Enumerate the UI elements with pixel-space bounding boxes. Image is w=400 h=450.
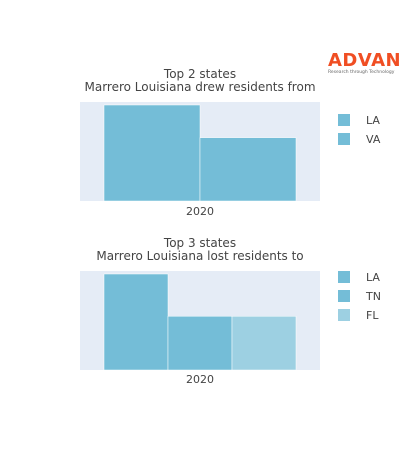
legend-label-tn: TN	[365, 290, 381, 303]
legend-label-va: VA	[366, 133, 381, 146]
legend-label-fl: FL	[366, 309, 379, 322]
x-tick-label: 2020	[186, 205, 214, 218]
legend-swatch-tn	[338, 290, 350, 302]
bar-tn	[167, 315, 233, 371]
chart-title-line: Top 3 states	[163, 236, 236, 250]
bar-la	[103, 273, 169, 371]
legend-label-la: LA	[366, 271, 380, 284]
chart-title-line: Marrero Louisiana drew residents from	[84, 80, 315, 94]
legend-swatch-va	[338, 133, 350, 145]
advan-logo: ADVAN Research through Technology	[328, 50, 400, 76]
logo-tagline: Research through Technology	[328, 70, 395, 75]
bar-va	[199, 137, 297, 202]
chart-title-line: Top 2 states	[163, 67, 236, 81]
legend-swatch-la	[338, 114, 350, 126]
chart-title-line: Marrero Louisiana lost residents to	[96, 249, 303, 263]
bar-fl	[231, 315, 297, 371]
legend-label-la: LA	[366, 114, 380, 127]
x-tick-label: 2020	[186, 373, 214, 386]
legend-swatch-la	[338, 271, 350, 283]
logo-wordmark: ADVAN	[328, 50, 400, 71]
legend-swatch-fl	[338, 309, 350, 321]
bar-la	[103, 104, 201, 202]
